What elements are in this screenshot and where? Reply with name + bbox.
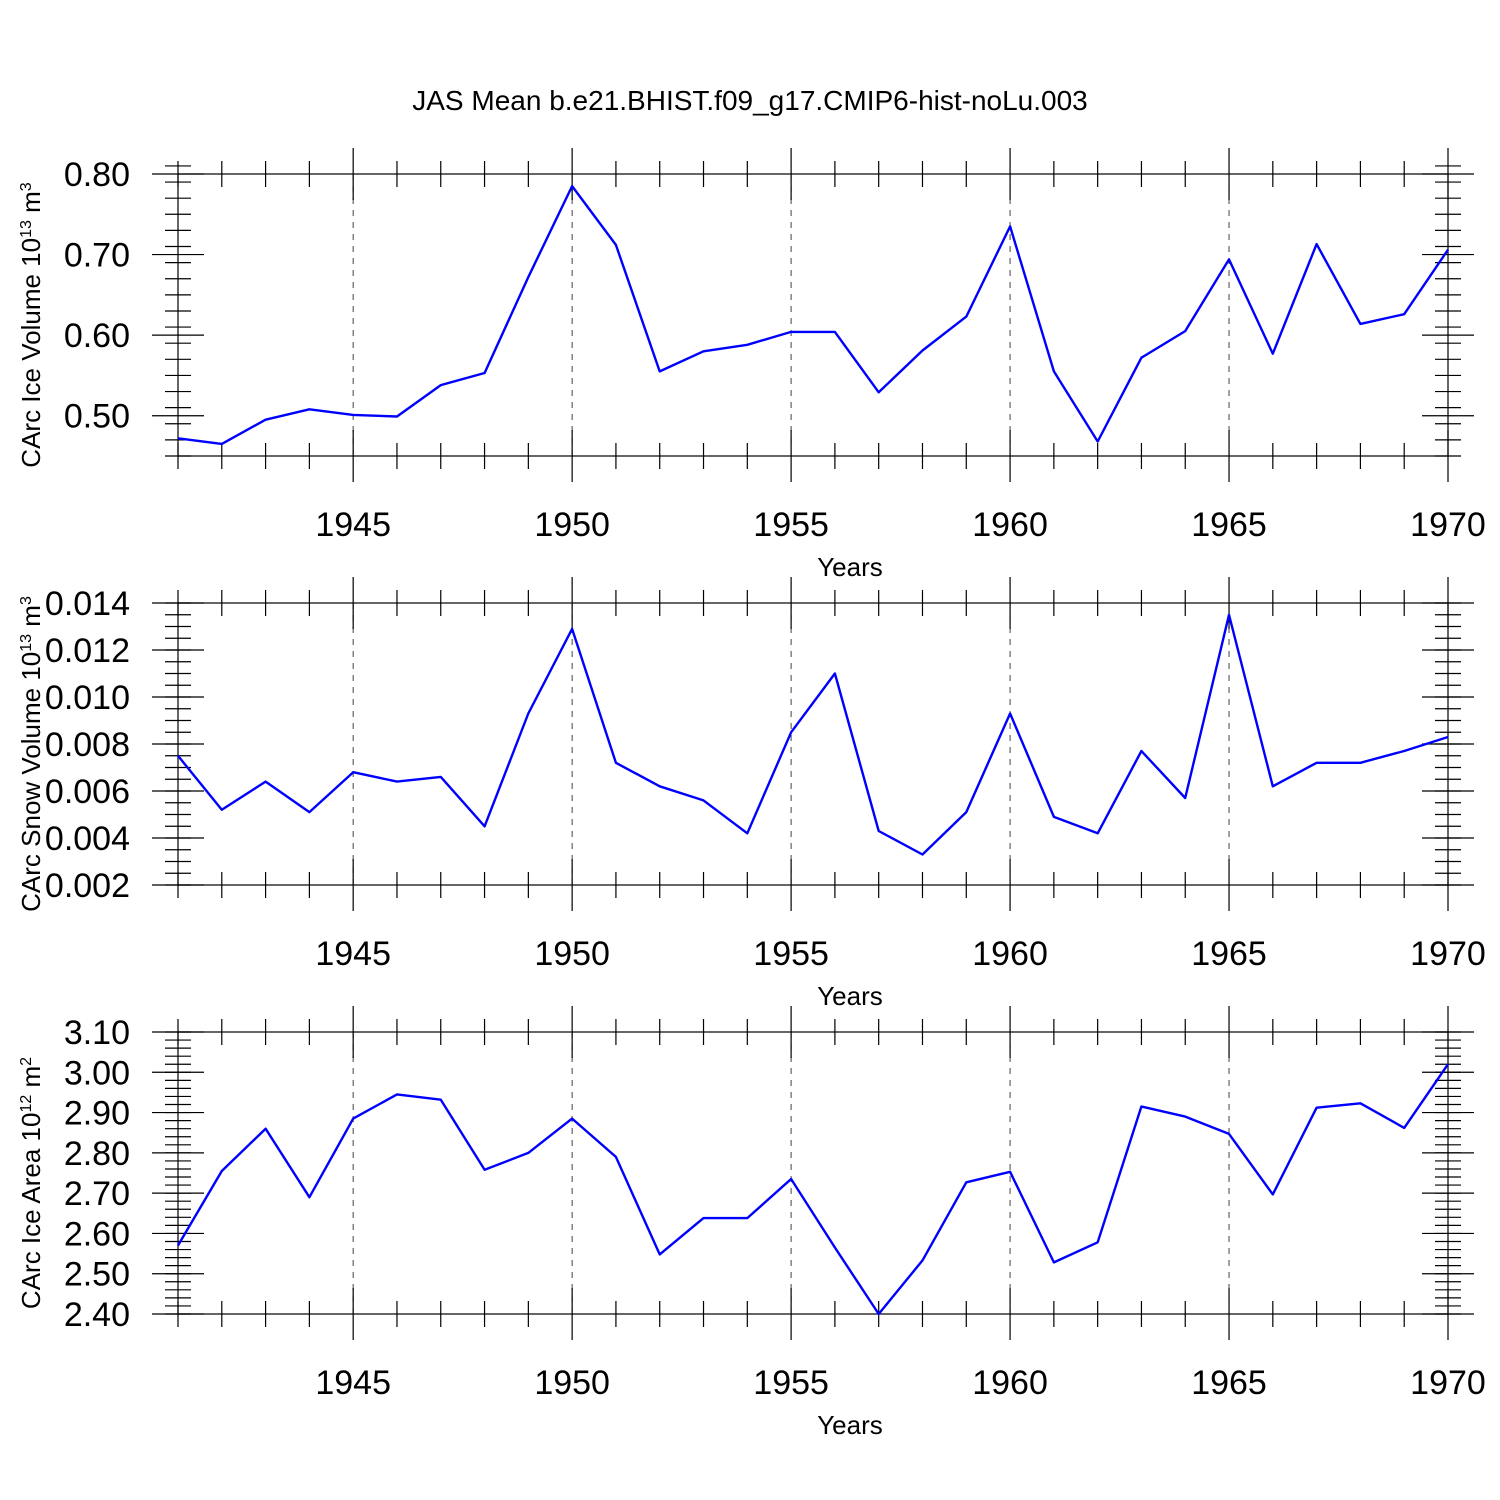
ice-area-x-tick-label: 1965 [1191,1364,1267,1402]
ice-area-y-axis-label: CArc Ice Area 1012 m2 [16,1057,46,1309]
panel-ice-volume: 1945 1950 1955 1960 1965 1970 0.50 0.60 0.70 0.80… [16,148,1486,582]
snow-volume-y-tick-label: 0.006 [45,773,130,811]
ice-area-y-tick-label: 3.00 [64,1054,130,1092]
snow-volume-x-tick-label: 1955 [753,935,829,973]
ice-volume-y-axis-label: CArc Ice Volume 1013 m3 [16,182,46,467]
ice-area-x-tick-label: 1955 [753,1364,829,1402]
ice-volume-x-tick-label: 1955 [753,506,829,544]
snow-volume-y-label-text: CArc Snow Volume 10 [16,652,46,912]
ice-volume-y-tick-label: 0.60 [64,317,130,355]
snow-volume-y-label-superscript: 3 [18,596,35,605]
snow-volume-y-axis-label: CArc Snow Volume 1013 m3 [16,596,46,912]
snow-volume-y-label-superscript: 13 [18,634,35,652]
snow-volume-y-tick-label: 0.010 [45,679,130,717]
ice-volume-x-axis-label: Years [817,552,883,582]
ice-volume-plot-frame [177,173,1449,457]
snow-volume-y-tick-label: 0.008 [45,726,130,764]
ice-area-y-label-text: m [16,1066,46,1095]
ice-volume-x-tick-label: 1960 [972,506,1048,544]
ice-area-y-tick-label: 2.40 [64,1296,130,1334]
ice-volume-y-label-text: m [16,191,46,220]
chart-title: JAS Mean b.e21.BHIST.f09_g17.CMIP6-hist-… [412,85,1088,116]
snow-volume-x-tick-label: 1970 [1410,935,1486,973]
ice-area-y-tick-label: 3.10 [64,1014,130,1052]
ice-volume-x-tick-label: 1945 [315,506,391,544]
ice-area-y-label-superscript: 2 [18,1057,35,1066]
ice-area-x-tick-label: 1970 [1410,1364,1486,1402]
ice-area-x-tick-label: 1945 [315,1364,391,1402]
ice-area-y-tick-label: 2.90 [64,1095,130,1133]
ice-volume-x-tick-label: 1950 [534,506,610,544]
ice-area-y-tick-label: 2.50 [64,1256,130,1294]
snow-volume-plot-frame [177,602,1449,886]
ice-area-x-tick-label: 1950 [534,1364,610,1402]
ice-volume-y-tick-label: 0.80 [64,156,130,194]
panel-snow-volume: 1945 1950 1955 1960 1965 1970 0.002 0.004 0.006 0… [16,577,1486,1011]
ice-area-y-tick-label: 2.70 [64,1175,130,1213]
ice-volume-series-line [177,184,1449,446]
ice-volume-y-label-superscript: 3 [18,182,35,191]
snow-volume-y-tick-label: 0.002 [45,867,130,905]
ice-area-y-tick-label: 2.60 [64,1215,130,1253]
ice-volume-y-tick-label: 0.50 [64,398,130,436]
panel-ice-area: 1945 1950 1955 1960 1965 1970 2.402.502.602.70… [16,1006,1486,1440]
ice-volume-y-tick-label: 0.70 [64,237,130,275]
snow-volume-y-tick-label: 0.014 [45,585,130,623]
ice-volume-y-label-text: CArc Ice Volume 10 [16,238,46,468]
snow-volume-y-tick-label: 0.004 [45,820,130,858]
snow-volume-y-label-text: m [16,605,46,634]
ice-area-plot-frame [177,1031,1449,1315]
ice-area-y-label-superscript: 12 [18,1095,35,1113]
ice-volume-x-tick-label: 1965 [1191,506,1267,544]
ice-area-x-tick-label: 1960 [972,1364,1048,1402]
snow-volume-x-tick-label: 1945 [315,935,391,973]
ice-volume-y-label-superscript: 13 [18,220,35,238]
snow-volume-series-line [177,613,1449,856]
ice-area-y-label-text: CArc Ice Area 10 [16,1113,46,1310]
ice-area-x-axis-label: Years [817,1410,883,1440]
snow-volume-x-tick-label: 1960 [972,935,1048,973]
snow-volume-x-axis-label: Years [817,981,883,1011]
ice-area-y-tick-label: 2.80 [64,1135,130,1173]
snow-volume-x-tick-label: 1950 [534,935,610,973]
ice-volume-x-tick-label: 1970 [1410,506,1486,544]
ice-area-series-line [176,1063,1449,1316]
snow-volume-x-tick-label: 1965 [1191,935,1267,973]
snow-volume-y-tick-label: 0.012 [45,632,130,670]
